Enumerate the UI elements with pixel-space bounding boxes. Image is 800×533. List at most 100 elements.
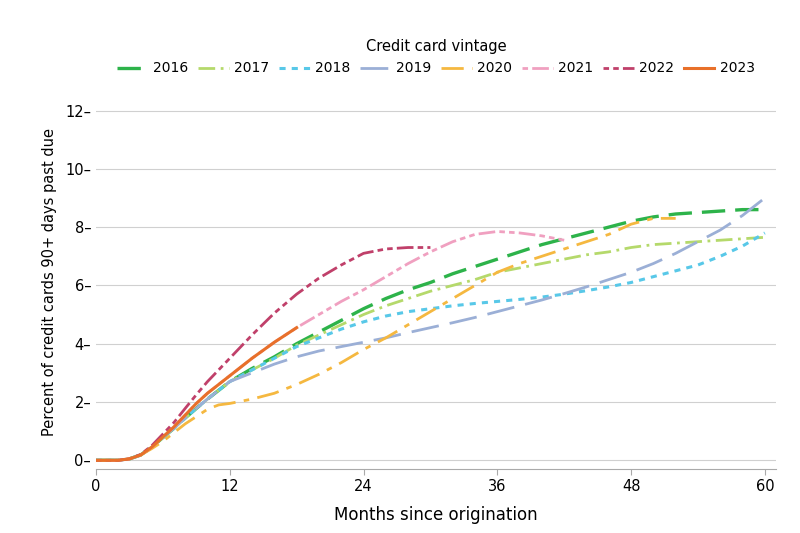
- 2017: [314, 332, 324, 338]
- 2016: [738, 206, 747, 213]
- 2022: [114, 457, 123, 464]
- 2017: [247, 367, 257, 373]
- 2018: [114, 457, 123, 464]
- 2019: [247, 370, 257, 376]
- 2016: [582, 230, 591, 236]
- 2022: [381, 246, 390, 252]
- 2021: [337, 298, 346, 305]
- 2016: [147, 444, 157, 450]
- 2017: [760, 234, 770, 240]
- 2016: [649, 214, 658, 220]
- 2019: [102, 457, 112, 464]
- 2017: [214, 387, 223, 393]
- 2023: [202, 390, 212, 397]
- 2021: [358, 287, 368, 293]
- 2021: [247, 355, 257, 361]
- 2018: [91, 457, 101, 464]
- 2023: [214, 381, 223, 387]
- 2022: [102, 457, 112, 464]
- 2019: [91, 457, 101, 464]
- 2019: [381, 335, 390, 341]
- 2020: [515, 260, 525, 266]
- 2016: [202, 396, 212, 402]
- 2019: [537, 297, 546, 303]
- 2016: [559, 236, 569, 242]
- 2019: [626, 269, 636, 276]
- 2019: [136, 452, 146, 458]
- 2017: [381, 303, 390, 309]
- 2021: [493, 228, 502, 235]
- 2020: [247, 396, 257, 402]
- 2016: [136, 452, 146, 458]
- 2016: [470, 263, 480, 270]
- 2021: [102, 457, 112, 464]
- 2018: [493, 298, 502, 305]
- 2019: [214, 387, 223, 393]
- 2021: [180, 412, 190, 418]
- 2018: [448, 303, 458, 309]
- 2018: [470, 300, 480, 306]
- 2020: [314, 371, 324, 377]
- 2021: [191, 400, 201, 407]
- 2021: [136, 452, 146, 458]
- 2022: [158, 431, 168, 437]
- 2017: [582, 252, 591, 258]
- 2018: [738, 243, 747, 249]
- 2017: [102, 457, 112, 464]
- 2016: [225, 378, 234, 385]
- 2020: [225, 400, 234, 407]
- 2022: [426, 244, 435, 251]
- 2016: [515, 249, 525, 255]
- 2019: [202, 396, 212, 402]
- 2017: [136, 452, 146, 458]
- 2021: [170, 424, 179, 430]
- 2021: [292, 325, 302, 331]
- 2018: [158, 434, 168, 441]
- 2017: [225, 378, 234, 385]
- 2016: [448, 271, 458, 277]
- 2016: [114, 457, 123, 464]
- 2016: [760, 206, 770, 213]
- 2020: [136, 452, 146, 458]
- 2019: [147, 444, 157, 450]
- 2016: [493, 256, 502, 262]
- 2018: [604, 284, 614, 290]
- 2021: [202, 390, 212, 397]
- 2023: [225, 373, 234, 379]
- 2017: [515, 265, 525, 271]
- 2022: [91, 457, 101, 464]
- 2019: [426, 325, 435, 331]
- 2019: [715, 227, 725, 233]
- 2019: [292, 353, 302, 360]
- 2018: [214, 387, 223, 393]
- 2022: [191, 392, 201, 398]
- Legend: 2016, 2017, 2018, 2019, 2020, 2021, 2022, 2023: 2016, 2017, 2018, 2019, 2020, 2021, 2022…: [117, 39, 755, 75]
- 2022: [314, 275, 324, 281]
- 2021: [91, 457, 101, 464]
- 2017: [426, 288, 435, 294]
- 2020: [292, 381, 302, 387]
- 2018: [147, 444, 157, 450]
- 2017: [202, 396, 212, 402]
- 2018: [170, 425, 179, 431]
- 2020: [270, 390, 279, 397]
- 2019: [493, 309, 502, 315]
- 2021: [381, 273, 390, 280]
- 2021: [225, 373, 234, 379]
- 2020: [426, 309, 435, 315]
- Line: 2019: 2019: [96, 198, 765, 461]
- 2019: [738, 212, 747, 219]
- 2021: [270, 339, 279, 345]
- 2019: [270, 361, 279, 367]
- 2016: [314, 329, 324, 335]
- Line: 2022: 2022: [96, 247, 430, 461]
- 2018: [180, 415, 190, 421]
- 2017: [337, 321, 346, 328]
- 2019: [358, 339, 368, 345]
- 2021: [448, 238, 458, 245]
- 2023: [158, 434, 168, 440]
- 2020: [470, 282, 480, 288]
- 2018: [270, 355, 279, 361]
- 2016: [626, 218, 636, 224]
- 2018: [671, 268, 681, 274]
